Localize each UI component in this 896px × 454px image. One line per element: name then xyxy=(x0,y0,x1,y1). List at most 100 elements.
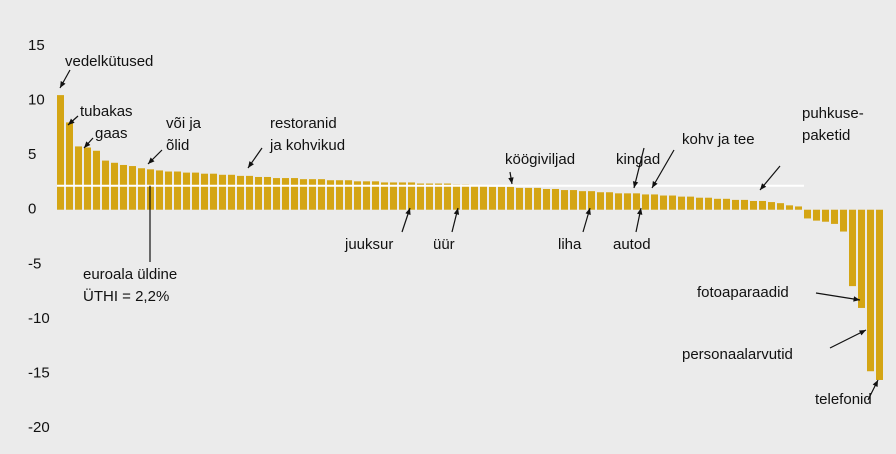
bar xyxy=(858,209,865,308)
bar xyxy=(507,186,514,210)
bar xyxy=(669,195,676,210)
bar xyxy=(498,186,505,210)
bar xyxy=(219,174,226,210)
arrow-head xyxy=(585,208,591,215)
bar xyxy=(876,209,883,380)
bar xyxy=(156,170,163,210)
bar xyxy=(462,184,469,210)
bar xyxy=(246,175,253,210)
bar xyxy=(435,183,442,210)
bar xyxy=(849,209,856,287)
bar xyxy=(678,196,685,210)
arrow-head xyxy=(508,177,514,184)
y-tick-label: 0 xyxy=(28,201,36,218)
annotation-arrow xyxy=(815,292,861,301)
arrow-head xyxy=(853,296,860,302)
bar xyxy=(363,181,370,210)
y-tick-label: -20 xyxy=(28,419,50,436)
bar xyxy=(525,187,532,210)
bar xyxy=(471,185,478,210)
bar xyxy=(426,183,433,210)
bar xyxy=(129,166,136,210)
y-tick-label: 5 xyxy=(28,146,36,163)
bar xyxy=(642,194,649,210)
annotation-arrow xyxy=(829,329,867,349)
bar xyxy=(777,203,784,210)
bar xyxy=(327,180,334,210)
bar xyxy=(759,200,766,210)
bar xyxy=(786,205,793,210)
arrow-head xyxy=(859,330,866,336)
bar xyxy=(255,176,262,210)
annotation: puhkuse- xyxy=(802,105,864,122)
bar xyxy=(768,202,775,210)
bar xyxy=(831,209,838,224)
bar xyxy=(273,178,280,210)
annotation: juuksur xyxy=(344,236,393,253)
arrow-head xyxy=(632,181,639,188)
bar xyxy=(417,183,424,210)
annotation: ÜTHI = 2,2% xyxy=(83,287,169,305)
bar xyxy=(813,209,820,221)
bar xyxy=(750,200,757,210)
arrow-head xyxy=(652,181,658,188)
bar xyxy=(174,171,181,210)
bar xyxy=(795,206,802,210)
annotation: üür xyxy=(433,236,455,253)
bar xyxy=(453,184,460,210)
annotation: autod xyxy=(613,236,651,253)
bar xyxy=(264,176,271,210)
bar xyxy=(354,181,361,210)
annotation: vedelkütused xyxy=(65,53,153,70)
annotation: või ja xyxy=(166,115,202,132)
bar xyxy=(741,199,748,210)
annotation: personaalarvutid xyxy=(682,346,793,363)
bar xyxy=(543,188,550,210)
annotation: paketid xyxy=(802,127,850,144)
bar xyxy=(516,187,523,210)
arrow-head xyxy=(760,183,767,190)
bar xyxy=(237,175,244,210)
bar xyxy=(822,209,829,222)
bar xyxy=(597,192,604,210)
arrow-head xyxy=(60,81,66,88)
bar xyxy=(57,95,64,210)
bar xyxy=(660,195,667,210)
y-tick-label: 10 xyxy=(28,92,45,109)
bar xyxy=(867,209,874,372)
bar xyxy=(318,179,325,210)
y-tick-label: -15 xyxy=(28,364,50,381)
y-tick-label: 15 xyxy=(28,37,45,54)
y-tick-label: -10 xyxy=(28,310,50,327)
bar xyxy=(336,180,343,210)
bar xyxy=(192,172,199,210)
annotation: õlid xyxy=(166,137,189,154)
annotation: köögiviljad xyxy=(505,151,575,168)
annotation: kohv ja tee xyxy=(682,131,755,148)
arrow-head xyxy=(68,118,75,125)
bar xyxy=(588,191,595,210)
bar xyxy=(606,192,613,210)
bar xyxy=(579,191,586,210)
bar xyxy=(201,173,208,210)
bar xyxy=(687,196,694,210)
bar xyxy=(399,182,406,210)
bar xyxy=(345,180,352,210)
bar xyxy=(651,194,658,210)
bar xyxy=(300,179,307,210)
y-tick-label: -5 xyxy=(28,255,41,272)
annotation: kingad xyxy=(616,151,660,168)
annotation: restoranid xyxy=(270,115,337,132)
bar xyxy=(561,190,568,210)
bar xyxy=(210,173,217,210)
bar xyxy=(480,185,487,210)
bar xyxy=(840,209,847,232)
bar xyxy=(723,198,730,210)
annotation: tubakas xyxy=(80,103,133,120)
bar xyxy=(570,190,577,210)
annotation: euroala üldine xyxy=(83,266,177,283)
bar xyxy=(696,197,703,210)
bar xyxy=(390,182,397,210)
bar xyxy=(534,187,541,210)
